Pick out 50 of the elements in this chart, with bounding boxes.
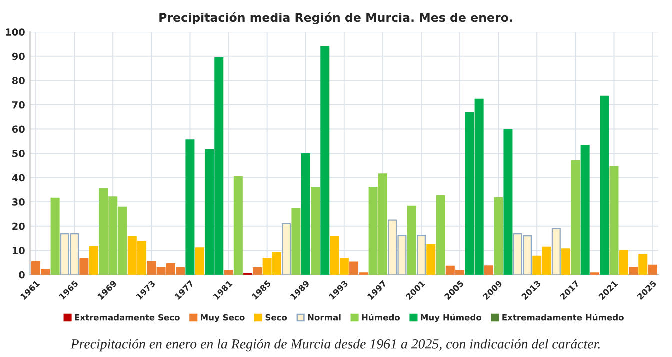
y-tick-label: 80 [12, 77, 25, 85]
text: Precipitación en enero en la Región de Murcia desde 1961 a 2025, con indicación del carácter. [70, 339, 600, 352]
bar [600, 96, 610, 275]
bar [253, 268, 262, 275]
bar [310, 186, 320, 275]
legend-label: Muy Húmedo [421, 314, 482, 322]
legend-label: Extremadamente Seco [75, 314, 180, 321]
y-tick-label: 50 [12, 150, 25, 158]
chart-title: Precipitación media Región de Murcia. Mes de enero. [160, 12, 512, 24]
bar [571, 160, 580, 275]
bar [282, 223, 292, 275]
bar [80, 258, 89, 275]
legend-label: Extremadamente Húmedo [502, 314, 624, 321]
bar [494, 197, 504, 275]
y-tick-label: 10 [12, 247, 25, 254]
bar [186, 140, 195, 275]
bar [484, 266, 494, 275]
bar [301, 153, 310, 275]
y-tick-label: 100 [6, 28, 25, 36]
legend-label: Normal [308, 314, 341, 321]
bar [292, 208, 301, 275]
y-tick-label: 0 [19, 271, 25, 279]
bar [89, 246, 98, 275]
y-tick-label: 60 [12, 126, 25, 134]
bar [552, 228, 561, 275]
bar [224, 270, 234, 275]
bar [426, 244, 436, 275]
bar [504, 129, 513, 275]
legend-label: Húmedo [362, 314, 400, 321]
bar [320, 46, 330, 275]
legend-label: Seco [266, 314, 288, 321]
y-tick-label: 20 [12, 222, 25, 230]
legend-label: Muy Seco [201, 314, 245, 322]
y-tick-label: 40 [12, 174, 25, 182]
bar [629, 267, 638, 275]
bar [416, 235, 426, 275]
y-tick-label: 90 [12, 52, 25, 60]
y-tick-label: 30 [12, 198, 25, 206]
bar [436, 195, 446, 275]
bar [195, 248, 204, 275]
bar [407, 206, 416, 275]
bar [619, 250, 628, 275]
bar [638, 254, 648, 275]
bar [562, 248, 571, 275]
bar [50, 198, 60, 275]
bar [648, 264, 658, 275]
y-tick-label: 70 [12, 101, 25, 109]
bar [610, 166, 619, 275]
bar [234, 176, 243, 275]
bar [580, 145, 590, 275]
